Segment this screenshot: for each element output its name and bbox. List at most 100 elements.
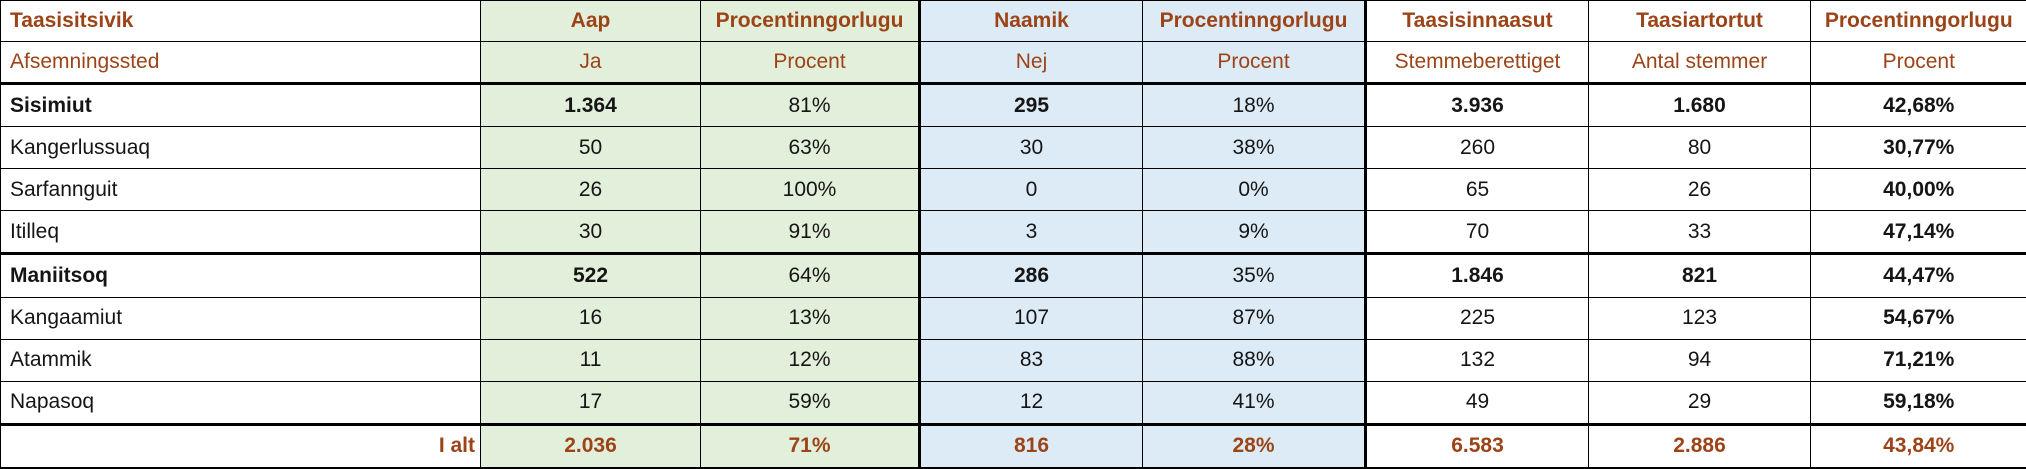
- table-row-napasoq: Napasoq 17 59% 12 41% 49 29 59,18%: [0, 380, 2026, 425]
- cell-aap-count[interactable]: 1.364: [480, 82, 701, 128]
- cell-place[interactable]: Kangaamiut: [0, 296, 481, 340]
- cell-turnout-percent[interactable]: 42,68%: [1810, 82, 2026, 128]
- cell-aap-count[interactable]: 522: [480, 252, 701, 298]
- header-aap[interactable]: Aap: [480, 0, 701, 42]
- header-taasisinnaasut[interactable]: Taasisinnaasut: [1364, 0, 1589, 42]
- subheader-nej-procent[interactable]: Procent: [1142, 41, 1366, 85]
- cell-naamik-percent[interactable]: 41%: [1142, 380, 1366, 425]
- total-naamik-count[interactable]: 816: [918, 422, 1143, 469]
- cell-turnout-percent[interactable]: 47,14%: [1810, 210, 2026, 255]
- cell-eligible[interactable]: 3.936: [1364, 82, 1589, 128]
- cell-naamik-count[interactable]: 286: [918, 252, 1143, 298]
- subheader-ja-procent[interactable]: Procent: [700, 41, 920, 85]
- cell-aap-percent[interactable]: 63%: [700, 126, 920, 170]
- cell-naamik-percent[interactable]: 9%: [1142, 210, 1366, 255]
- cell-naamik-count[interactable]: 107: [918, 296, 1143, 340]
- table-row-sisimiut: Sisimiut 1.364 81% 295 18% 3.936 1.680 4…: [0, 82, 2026, 128]
- header-naamik[interactable]: Naamik: [918, 0, 1143, 42]
- cell-naamik-percent[interactable]: 38%: [1142, 126, 1366, 170]
- table-row-kangaamiut: Kangaamiut 16 13% 107 87% 225 123 54,67%: [0, 296, 2026, 340]
- cell-aap-percent[interactable]: 59%: [700, 380, 920, 425]
- cell-turnout-percent[interactable]: 40,00%: [1810, 168, 2026, 212]
- header-taasisitsivik[interactable]: Taasisitsivik: [0, 0, 481, 42]
- cell-aap-count[interactable]: 16: [480, 296, 701, 340]
- cell-turnout-percent[interactable]: 71,21%: [1810, 338, 2026, 382]
- total-aap-count[interactable]: 2.036: [480, 422, 701, 469]
- header-aap-procent[interactable]: Procentinngorlugu: [700, 0, 920, 42]
- cell-eligible[interactable]: 260: [1364, 126, 1589, 170]
- subheader-nej[interactable]: Nej: [918, 41, 1143, 85]
- cell-eligible[interactable]: 132: [1364, 338, 1589, 382]
- cell-aap-percent[interactable]: 91%: [700, 210, 920, 255]
- table-row-itilleq: Itilleq 30 91% 3 9% 70 33 47,14%: [0, 210, 2026, 255]
- subheader-stemmeberettiget[interactable]: Stemmeberettiget: [1364, 41, 1589, 85]
- subheader-antal-stemmer[interactable]: Antal stemmer: [1588, 41, 1811, 85]
- cell-eligible[interactable]: 70: [1364, 210, 1589, 255]
- cell-place[interactable]: Itilleq: [0, 210, 481, 255]
- table-row-total: I alt 2.036 71% 816 28% 6.583 2.886 43,8…: [0, 422, 2026, 469]
- table-row-maniitsoq: Maniitsoq 522 64% 286 35% 1.846 821 44,4…: [0, 252, 2026, 298]
- cell-aap-count[interactable]: 17: [480, 380, 701, 425]
- cell-votes[interactable]: 26: [1588, 168, 1811, 212]
- cell-place[interactable]: Sisimiut: [0, 82, 481, 128]
- cell-naamik-count[interactable]: 0: [918, 168, 1143, 212]
- cell-place[interactable]: Sarfannguit: [0, 168, 481, 212]
- cell-aap-count[interactable]: 50: [480, 126, 701, 170]
- cell-place[interactable]: Maniitsoq: [0, 252, 481, 298]
- cell-turnout-percent[interactable]: 44,47%: [1810, 252, 2026, 298]
- cell-turnout-percent[interactable]: 59,18%: [1810, 380, 2026, 425]
- total-eligible[interactable]: 6.583: [1364, 422, 1589, 469]
- cell-aap-percent[interactable]: 13%: [700, 296, 920, 340]
- cell-aap-percent[interactable]: 81%: [700, 82, 920, 128]
- cell-votes[interactable]: 29: [1588, 380, 1811, 425]
- cell-votes[interactable]: 1.680: [1588, 82, 1811, 128]
- cell-aap-percent[interactable]: 64%: [700, 252, 920, 298]
- cell-naamik-percent[interactable]: 18%: [1142, 82, 1366, 128]
- cell-votes[interactable]: 80: [1588, 126, 1811, 170]
- cell-aap-percent[interactable]: 12%: [700, 338, 920, 382]
- table-row-atammik: Atammik 11 12% 83 88% 132 94 71,21%: [0, 338, 2026, 382]
- subheader-ja[interactable]: Ja: [480, 41, 701, 85]
- cell-naamik-percent[interactable]: 35%: [1142, 252, 1366, 298]
- cell-naamik-count[interactable]: 3: [918, 210, 1143, 255]
- header-taasiartortut[interactable]: Taasiartortut: [1588, 0, 1811, 42]
- cell-naamik-count[interactable]: 12: [918, 380, 1143, 425]
- cell-votes[interactable]: 94: [1588, 338, 1811, 382]
- total-aap-percent[interactable]: 71%: [700, 422, 920, 469]
- cell-eligible[interactable]: 49: [1364, 380, 1589, 425]
- cell-naamik-percent[interactable]: 0%: [1142, 168, 1366, 212]
- cell-place[interactable]: Kangerlussuaq: [0, 126, 481, 170]
- table-row-sarfannguit: Sarfannguit 26 100% 0 0% 65 26 40,00%: [0, 168, 2026, 212]
- cell-eligible[interactable]: 65: [1364, 168, 1589, 212]
- cell-naamik-count[interactable]: 83: [918, 338, 1143, 382]
- table-row-kangerlussuaq: Kangerlussuaq 50 63% 30 38% 260 80 30,77…: [0, 126, 2026, 170]
- cell-turnout-percent[interactable]: 54,67%: [1810, 296, 2026, 340]
- cell-eligible[interactable]: 1.846: [1364, 252, 1589, 298]
- cell-naamik-percent[interactable]: 87%: [1142, 296, 1366, 340]
- total-naamik-percent[interactable]: 28%: [1142, 422, 1366, 469]
- header-turnout-procent[interactable]: Procentinngorlugu: [1810, 0, 2026, 42]
- cell-place[interactable]: Atammik: [0, 338, 481, 382]
- header-row-2: Afsemningssted Ja Procent Nej Procent St…: [0, 41, 2026, 85]
- subheader-afsemningssted[interactable]: Afsemningssted: [0, 41, 481, 85]
- header-naamik-procent[interactable]: Procentinngorlugu: [1142, 0, 1366, 42]
- total-label[interactable]: I alt: [0, 422, 481, 469]
- cell-eligible[interactable]: 225: [1364, 296, 1589, 340]
- cell-aap-percent[interactable]: 100%: [700, 168, 920, 212]
- cell-naamik-count[interactable]: 30: [918, 126, 1143, 170]
- cell-naamik-count[interactable]: 295: [918, 82, 1143, 128]
- cell-votes[interactable]: 123: [1588, 296, 1811, 340]
- cell-naamik-percent[interactable]: 88%: [1142, 338, 1366, 382]
- cell-votes[interactable]: 33: [1588, 210, 1811, 255]
- cell-votes[interactable]: 821: [1588, 252, 1811, 298]
- cell-aap-count[interactable]: 11: [480, 338, 701, 382]
- cell-aap-count[interactable]: 26: [480, 168, 701, 212]
- header-row-1: Taasisitsivik Aap Procentinngorlugu Naam…: [0, 0, 2026, 42]
- cell-place[interactable]: Napasoq: [0, 380, 481, 425]
- total-turnout-percent[interactable]: 43,84%: [1810, 422, 2026, 469]
- cell-turnout-percent[interactable]: 30,77%: [1810, 126, 2026, 170]
- subheader-procent[interactable]: Procent: [1810, 41, 2026, 85]
- cell-aap-count[interactable]: 30: [480, 210, 701, 255]
- total-votes[interactable]: 2.886: [1588, 422, 1811, 469]
